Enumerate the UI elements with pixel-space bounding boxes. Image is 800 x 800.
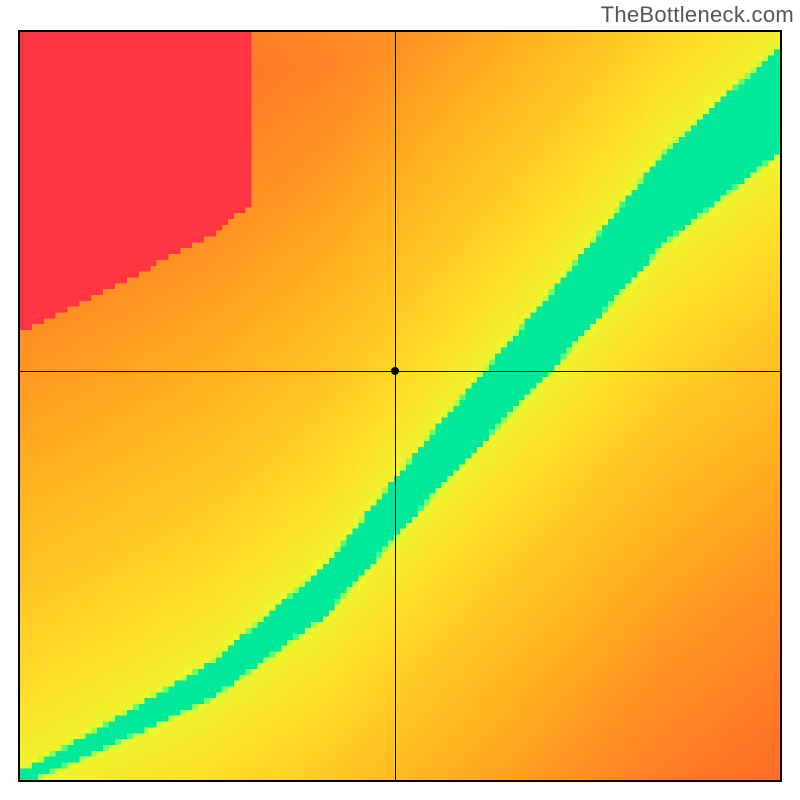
heatmap-canvas [20,32,780,780]
watermark-text: TheBottleneck.com [601,2,794,28]
crosshair-vertical [395,32,396,780]
crosshair-horizontal [20,371,780,372]
crosshair-marker [391,367,399,375]
heatmap-plot [18,30,782,782]
chart-container: TheBottleneck.com [0,0,800,800]
